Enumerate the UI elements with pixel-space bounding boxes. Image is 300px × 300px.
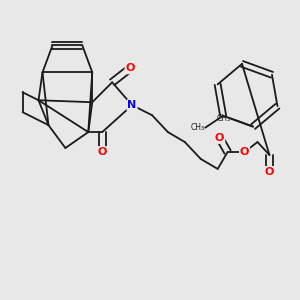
Text: O: O xyxy=(265,167,274,177)
Text: O: O xyxy=(125,63,135,74)
Text: CH₃: CH₃ xyxy=(217,114,231,123)
Text: N: N xyxy=(128,100,137,110)
Text: CH₃: CH₃ xyxy=(191,123,205,132)
Text: O: O xyxy=(240,147,249,157)
Text: O: O xyxy=(98,147,107,157)
Text: O: O xyxy=(215,133,224,143)
